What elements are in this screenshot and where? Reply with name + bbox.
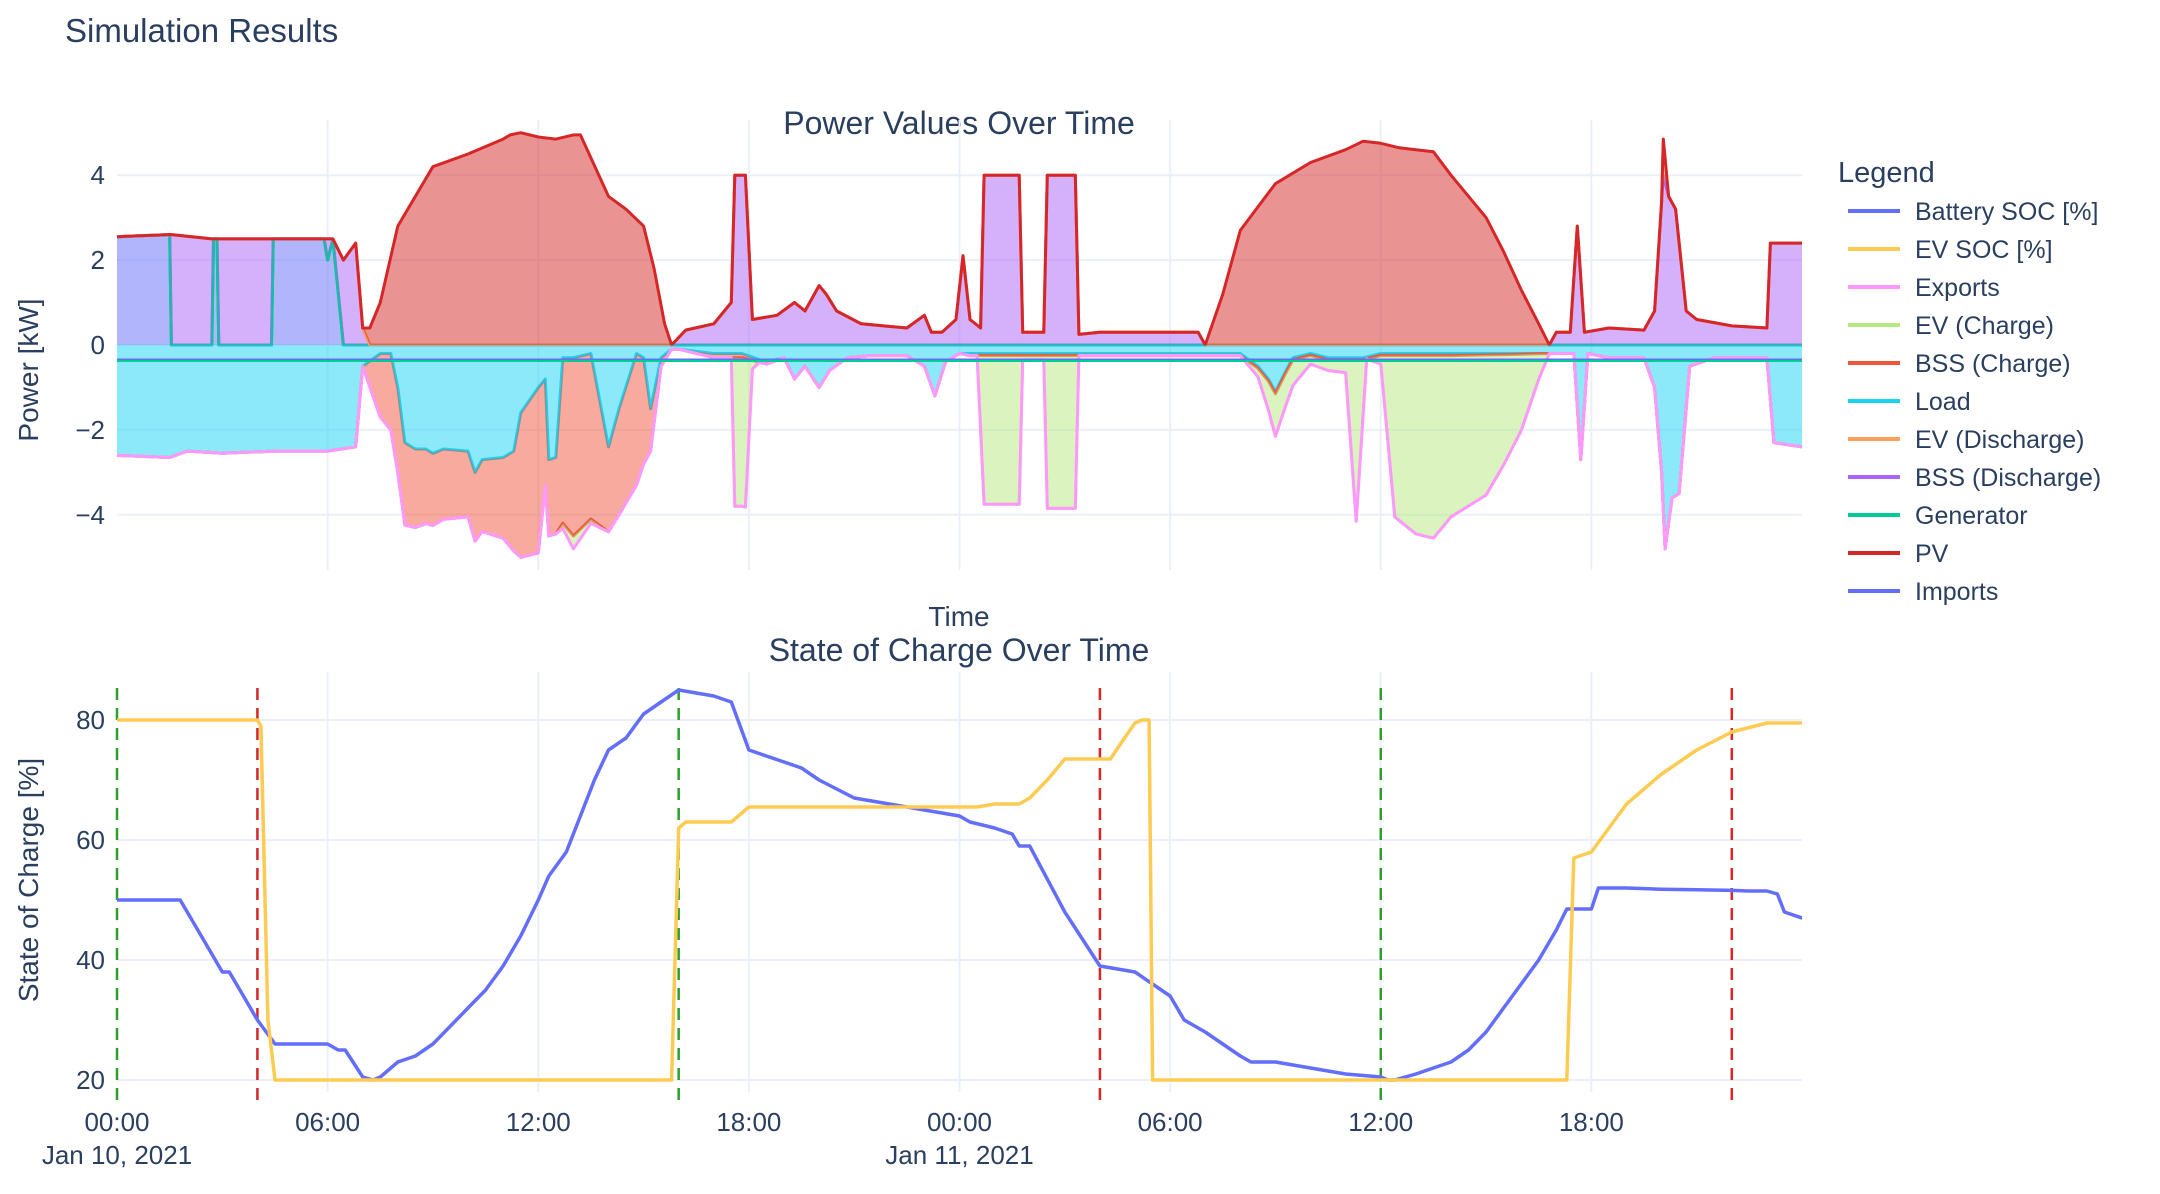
line-pv	[116, 131, 1802, 347]
legend-item[interactable]: Battery SOC [%]	[1848, 198, 2098, 226]
power-chart: Power Values Over Time 420−2−4 Power [kW…	[13, 105, 1803, 632]
soc-x-tick: 18:00	[1559, 1107, 1624, 1137]
legend-entries: Battery SOC [%] EV SOC [%] Exports EV (Char…	[1848, 198, 2101, 606]
legend-item[interactable]: Exports	[1848, 274, 2000, 302]
soc-x-tick: 06:00	[1138, 1107, 1203, 1137]
soc-x-tick: 06:00	[295, 1107, 360, 1137]
soc-x-ticks: 00:00 06:00 12:00 18:00 00:00 06:00 12:00 18:00…	[42, 1107, 1624, 1170]
power-y-tick: −2	[75, 415, 105, 445]
soc-line-ev-soc-	[117, 718, 1802, 1082]
power-y-tick: −4	[75, 500, 105, 530]
soc-x-tick: 00:00	[84, 1107, 149, 1137]
legend-item[interactable]: BSS (Discharge)	[1848, 464, 2101, 492]
legend-item[interactable]: EV (Charge)	[1848, 312, 2054, 340]
legend-item[interactable]: BSS (Charge)	[1848, 350, 2071, 378]
soc-y-tick: 40	[76, 945, 105, 975]
power-areas	[116, 131, 1803, 559]
soc-x-date: Jan 10, 2021	[42, 1140, 192, 1170]
legend-title: Legend	[1838, 157, 1935, 189]
figure-title: Simulation Results	[65, 12, 338, 49]
legend-item[interactable]: Load	[1848, 388, 1971, 416]
soc-x-date: Jan 11, 2021	[885, 1140, 1033, 1170]
soc-lines	[117, 688, 1802, 1082]
power-y-tick: 0	[91, 330, 105, 360]
soc-y-tick: 60	[76, 825, 105, 855]
area-ev-charge-	[117, 349, 1802, 558]
power-y-ticks: 4 2 0 −2 −4	[75, 160, 105, 530]
soc-y-tick: 80	[76, 705, 105, 735]
power-x-label: Time	[928, 601, 989, 632]
soc-y-tick: 20	[76, 1065, 105, 1095]
legend-label: PV	[1915, 540, 1949, 568]
legend-label: BSS (Charge)	[1915, 350, 2071, 378]
soc-grid	[117, 672, 1802, 1092]
soc-y-ticks: 80 60 40 20	[76, 705, 105, 1095]
legend-label: BSS (Discharge)	[1915, 464, 2101, 492]
soc-x-tick: 18:00	[716, 1107, 781, 1137]
soc-chart: State of Charge Over Time 80 60 40 20 00:00…	[13, 632, 1802, 1170]
area-load	[117, 345, 1802, 549]
area-bss-discharge-	[117, 175, 1802, 345]
legend-item[interactable]: PV	[1848, 540, 1949, 568]
soc-x-tick: 12:00	[1348, 1107, 1413, 1137]
legend-item[interactable]: Generator	[1848, 502, 2028, 530]
soc-line-battery-soc-	[117, 688, 1802, 1082]
legend-label: Generator	[1915, 502, 2028, 530]
area-imports	[117, 234, 1802, 345]
legend-label: Imports	[1915, 578, 1998, 606]
power-y-tick: 4	[91, 160, 105, 190]
legend-label: EV (Discharge)	[1915, 426, 2085, 454]
legend-label: Load	[1915, 388, 1971, 416]
legend-label: Battery SOC [%]	[1915, 198, 2098, 226]
soc-x-tick: 12:00	[506, 1107, 571, 1137]
legend-label: Exports	[1915, 274, 2000, 302]
legend-label: EV (Charge)	[1915, 312, 2054, 340]
power-y-tick: 2	[91, 245, 105, 275]
soc-chart-title: State of Charge Over Time	[769, 632, 1150, 668]
legend: Legend Battery SOC [%] EV SOC [%] Exports E…	[1838, 157, 2101, 606]
legend-item[interactable]: Imports	[1848, 578, 1998, 606]
soc-x-tick: 00:00	[927, 1107, 992, 1137]
line-exports	[116, 347, 1803, 559]
legend-item[interactable]: EV SOC [%]	[1848, 236, 2053, 264]
legend-item[interactable]: EV (Discharge)	[1848, 426, 2085, 454]
area-pv	[117, 132, 1802, 345]
power-y-label: Power [kW]	[13, 298, 44, 441]
soc-y-label: State of Charge [%]	[13, 758, 44, 1002]
area-bss-charge-	[117, 349, 1802, 558]
legend-label: EV SOC [%]	[1915, 236, 2053, 264]
soc-event-lines	[115, 688, 1734, 1105]
